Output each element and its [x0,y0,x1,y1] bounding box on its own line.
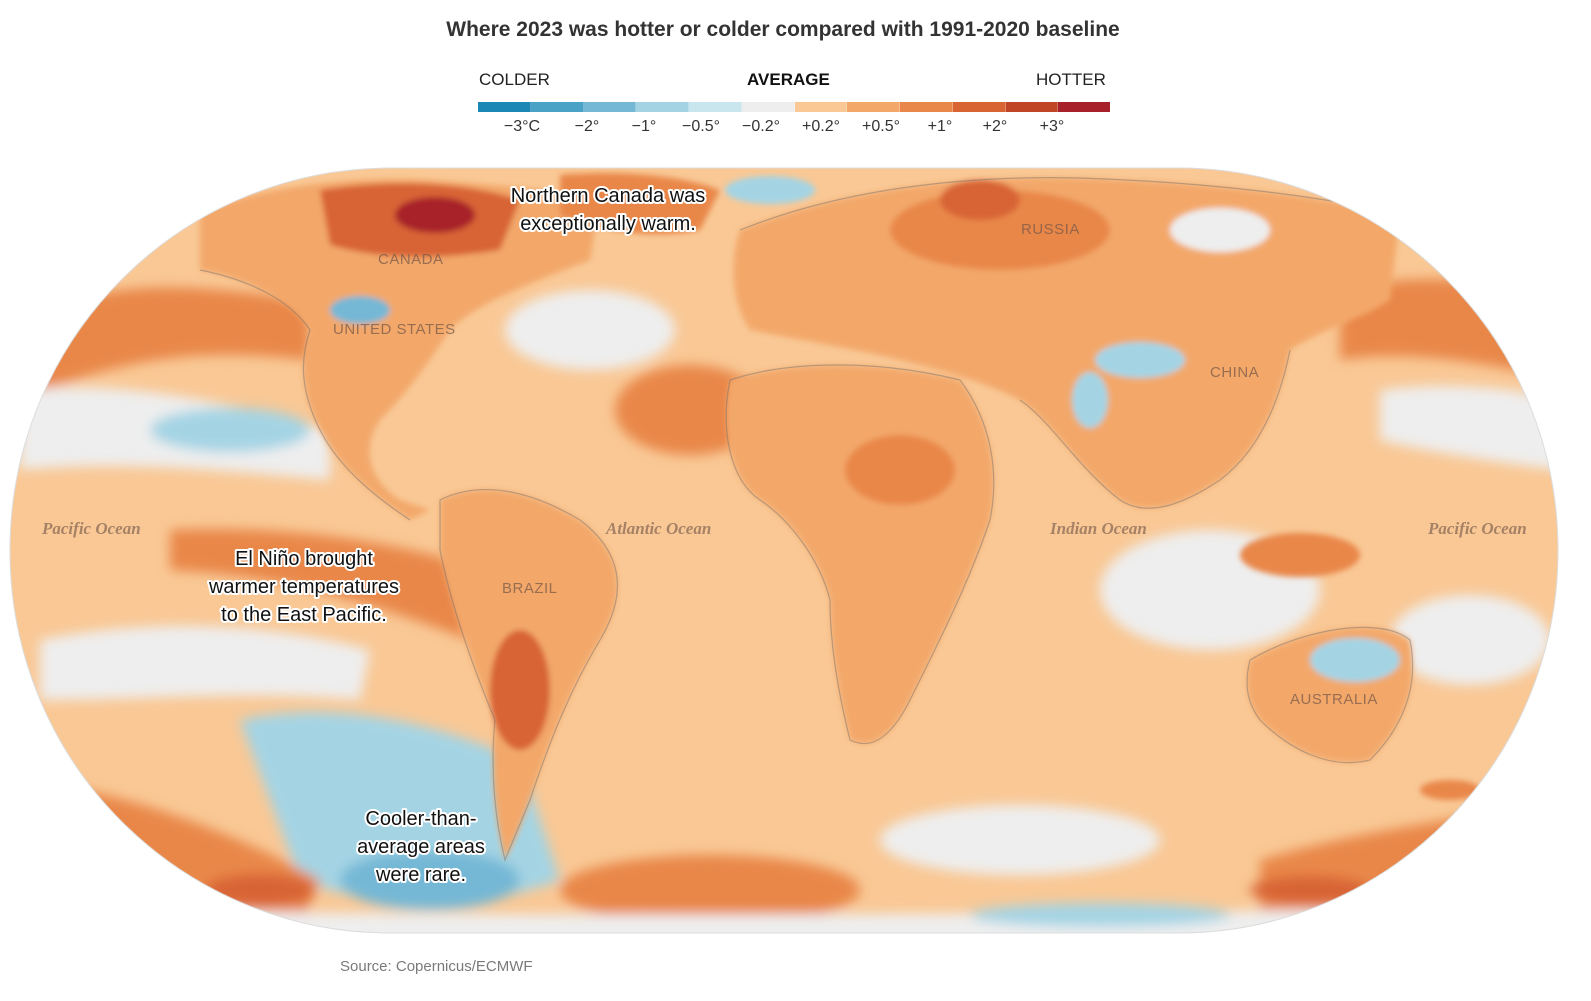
tibet-cool-patch [1095,342,1185,378]
label-indian-ocean: Indian Ocean [1049,519,1147,538]
northern-canada-hottest-spot [395,197,475,233]
legend-swatch [1005,102,1059,112]
label-canada: CANADA [378,251,444,268]
southern-ocean-cooler-core [340,850,520,910]
legend-ticks: −3°C −2° −1° −0.5° −0.2° +0.2° +0.5° +1°… [478,118,1110,140]
southern-ocean-cool-region [240,712,560,903]
india-cool-patch [1072,372,1108,428]
annotation-el-nino-line-1: El Niño brought [235,548,373,570]
southern-ocean-warm-band-center [560,855,860,925]
legend-average-label: AVERAGE [747,70,830,89]
coastline-south-asia [1019,349,1291,509]
russia-warm-region [890,190,1110,270]
southern-ocean-average-band [880,805,1160,875]
annotation-cool-line-3: were rare. [375,864,466,886]
north-atlantic-average-patch [505,290,675,370]
southwest-pacific-average-patch [1390,595,1550,685]
annotation-cool-line-2: average areas [357,836,485,858]
globe-outline [9,167,1559,934]
legend-tick: −2° [574,118,600,135]
legend-swatch [952,102,1006,112]
coastline-africa [725,364,995,745]
coastline-eurasia-north [739,177,1401,231]
el-nino-warm-tongue [170,529,470,640]
legend-tick: −0.5° [682,118,720,135]
coastline-australia [1246,626,1414,764]
legend-tick: +3° [1039,118,1065,135]
australia-cool-patch [1310,638,1400,682]
label-pacific-ocean-east: Pacific Ocean [1427,519,1527,538]
source-note: Source: Copernicus/ECMWF [340,958,533,975]
arctic-cool-patch [725,176,815,204]
west-pacific-average-band [1380,385,1558,470]
legend-swatch [741,102,795,112]
chart-title: Where 2023 was hotter or colder compared… [446,18,1120,41]
label-australia: AUSTRALIA [1290,691,1378,708]
legend-tick: +2° [982,118,1008,135]
legend-swatch [530,102,584,112]
label-brazil: BRAZIL [502,580,558,597]
north-pacific-cool-patch [150,408,310,452]
ocean-labels: Pacific Ocean Atlantic Ocean Indian Ocea… [41,519,1527,538]
legend-colder-label: COLDER [479,70,550,89]
annotation-el-nino-line-2: warmer temperatures [208,576,399,598]
legend-swatch [900,102,953,112]
legend-tick: +0.5° [862,118,900,135]
south-america-hot-region [490,630,550,750]
russia-hot-spot [940,180,1020,220]
legend-hotter-label: HOTTER [1036,70,1106,89]
central-africa-warm [845,435,955,505]
legend-color-scale [478,102,1110,112]
us-cool-spot [330,296,390,324]
coastline-north-america [199,269,411,521]
label-china: CHINA [1210,364,1259,381]
legend-swatch [636,102,689,112]
southern-ocean-hot-spot-west [205,874,315,906]
legend-swatch [478,102,531,112]
maritime-southeast-asia [1240,533,1360,577]
label-russia: RUSSIA [1021,221,1080,238]
legend-tick: −3°C [503,118,541,135]
annotation-canada-line-2: exceptionally warm. [520,213,696,235]
annotation-canada-line-1: Northern Canada was [511,185,706,207]
antarctic-cool-edge [970,903,1230,927]
north-america [200,179,600,520]
annotation-el-nino-line-3: to the East Pacific. [221,604,387,626]
new-zealand [1420,780,1480,800]
annotations: Northern Canada was exceptionally warm. … [206,183,707,888]
siberia-average-patch [1170,208,1270,252]
legend-swatch [689,102,742,112]
legend-tick: +1° [927,118,953,135]
label-united-states: UNITED STATES [333,321,456,338]
legend-swatch [583,102,637,112]
country-labels: CANADA UNITED STATES BRAZIL RUSSIA CHINA… [333,221,1378,708]
southern-ocean-hot-spot [1250,876,1370,904]
eurasia [733,177,1400,509]
legend-swatch [847,102,900,112]
color-legend: COLDER AVERAGE HOTTER −3°C −2° −1° −0.5°… [0,0,1591,150]
coastline-south-america [439,489,619,862]
north-pacific-warm-band [20,287,310,400]
annotation-cool-line-1: Cooler-than- [365,808,476,830]
label-atlantic-ocean: Atlantic Ocean [605,519,711,538]
legend-swatch [1058,102,1110,112]
label-pacific-ocean-west: Pacific Ocean [41,519,141,538]
coastlines [199,177,1414,862]
greenland [560,173,720,235]
south-pacific-average-band [40,626,370,700]
land-masses [200,173,1480,860]
legend-tick: +0.2° [802,118,840,135]
legend-swatch [794,102,848,112]
legend-tick: −1° [631,118,657,135]
legend-tick: −0.2° [742,118,780,135]
